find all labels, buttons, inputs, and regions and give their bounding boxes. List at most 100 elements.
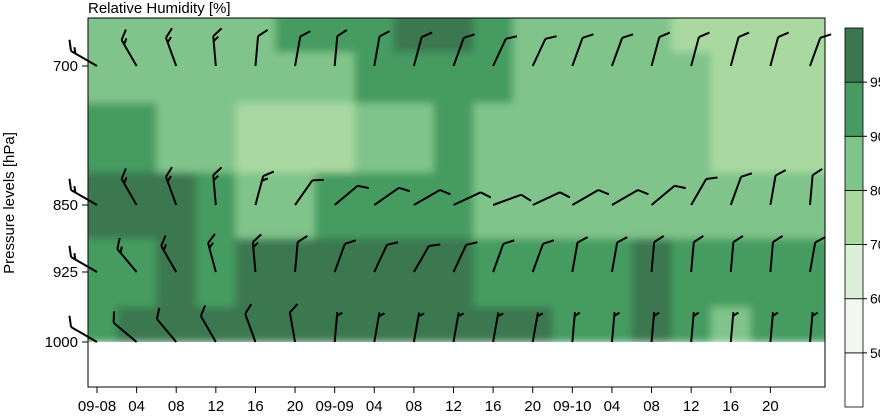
rh-cell: [512, 103, 554, 174]
colorbar-bin: [844, 244, 864, 300]
wind-barb: [611, 189, 649, 206]
rh-cell: [592, 172, 633, 239]
x-tick-label: 12: [207, 398, 224, 415]
rh-cell: [354, 238, 395, 308]
rh-cell: [275, 238, 316, 308]
wind-barb: [452, 33, 475, 67]
x-tick-label: 12: [445, 398, 462, 415]
rh-cell: [631, 52, 672, 104]
rh-cell: [671, 52, 712, 104]
y-tick-label: 1000: [45, 334, 78, 351]
rh-cell: [116, 103, 157, 174]
wind-barb: [532, 191, 571, 206]
wind-barb: [212, 27, 223, 67]
rh-cell: [116, 307, 157, 343]
rh-cell: [750, 238, 791, 308]
colorbar-label: 95: [870, 74, 880, 90]
rh-cell: [671, 238, 712, 308]
wind-barb: [571, 189, 610, 206]
wind-barb: [412, 31, 433, 67]
rh-cell: [552, 18, 593, 53]
wind-barb: [531, 312, 544, 343]
wind-barb: [68, 245, 98, 273]
rh-cell: [750, 172, 791, 239]
rh-cell: [394, 52, 435, 104]
wind-barb: [254, 170, 275, 206]
wind-barb: [333, 239, 357, 273]
x-tick-label: 08: [406, 398, 423, 415]
wind-barb: [288, 303, 299, 343]
rh-cell: [156, 307, 197, 343]
rh-cell: [88, 307, 118, 343]
x-tick-label: 08: [643, 398, 660, 415]
x-tick-label: 09-10: [553, 398, 591, 415]
rh-cell: [512, 18, 554, 53]
wind-barb: [809, 311, 819, 343]
rh-cell: [790, 52, 825, 104]
wind-barb: [809, 236, 826, 273]
wind-barb: [729, 235, 744, 273]
wind-barb: [650, 311, 660, 343]
wind-barb: [207, 233, 217, 273]
colorbar-label: 50: [870, 345, 880, 361]
colorbar-bin: [844, 352, 864, 408]
rh-cell: [790, 307, 825, 343]
rh-cell: [314, 172, 355, 239]
y-tick-label: 850: [53, 197, 78, 214]
rh-cell: [235, 103, 276, 174]
wind-barb: [690, 235, 704, 273]
rh-cell: [88, 18, 118, 53]
colorbar-bin: [844, 81, 864, 137]
y-axis-title: Pressure levels [hPa]: [1, 132, 18, 274]
rh-cell: [671, 103, 712, 174]
wind-barb: [333, 29, 348, 67]
wind-barb: [112, 311, 138, 343]
wind-barb: [160, 235, 178, 273]
rh-cell: [235, 307, 276, 343]
x-tick-label: 20: [287, 398, 304, 415]
wind-barb: [453, 191, 492, 206]
wind-barb: [769, 169, 787, 206]
wind-barb: [334, 184, 370, 206]
wind-barb: [690, 31, 710, 67]
wind-barb: [531, 239, 555, 273]
rh-cell: [354, 18, 395, 53]
rh-cell: [750, 103, 791, 174]
rh-cell: [473, 103, 514, 174]
rh-cell: [710, 238, 752, 308]
wind-barb: [333, 311, 343, 343]
rh-cell: [275, 307, 316, 343]
y-tick-label: 700: [53, 58, 78, 75]
rh-cell: [552, 103, 593, 174]
wind-barb: [373, 312, 385, 343]
wind-barb: [571, 311, 581, 343]
x-tick-label: 09-09: [315, 398, 353, 415]
colorbar: 50 60 70 80 90 95: [844, 27, 880, 408]
x-tick-label: 04: [604, 398, 621, 415]
rh-cell: [433, 103, 474, 174]
rh-cell: [710, 52, 752, 104]
wind-barb: [68, 315, 98, 343]
rh-cell: [592, 103, 633, 174]
wind-barb: [373, 241, 399, 273]
rh-cell: [512, 172, 554, 239]
rh-cell: [552, 238, 593, 308]
wind-barb: [769, 235, 784, 273]
wind-barb: [650, 184, 686, 206]
rh-cell: [473, 238, 514, 308]
wind-barb: [68, 178, 98, 206]
x-tick-label: 04: [366, 398, 383, 415]
rh-cell: [710, 172, 752, 239]
colorbar-bin: [844, 190, 864, 245]
wind-barb: [165, 166, 178, 206]
colorbar-label: 60: [870, 291, 880, 307]
wind-barb: [68, 39, 98, 67]
rh-cell: [433, 238, 474, 308]
rh-cell: [275, 18, 316, 53]
humidity-field: [88, 18, 825, 387]
wind-barb: [452, 312, 465, 343]
chart-title: Relative Humidity [%]: [88, 0, 231, 17]
wind-barb: [412, 312, 425, 343]
x-tick-label: 16: [247, 398, 264, 415]
